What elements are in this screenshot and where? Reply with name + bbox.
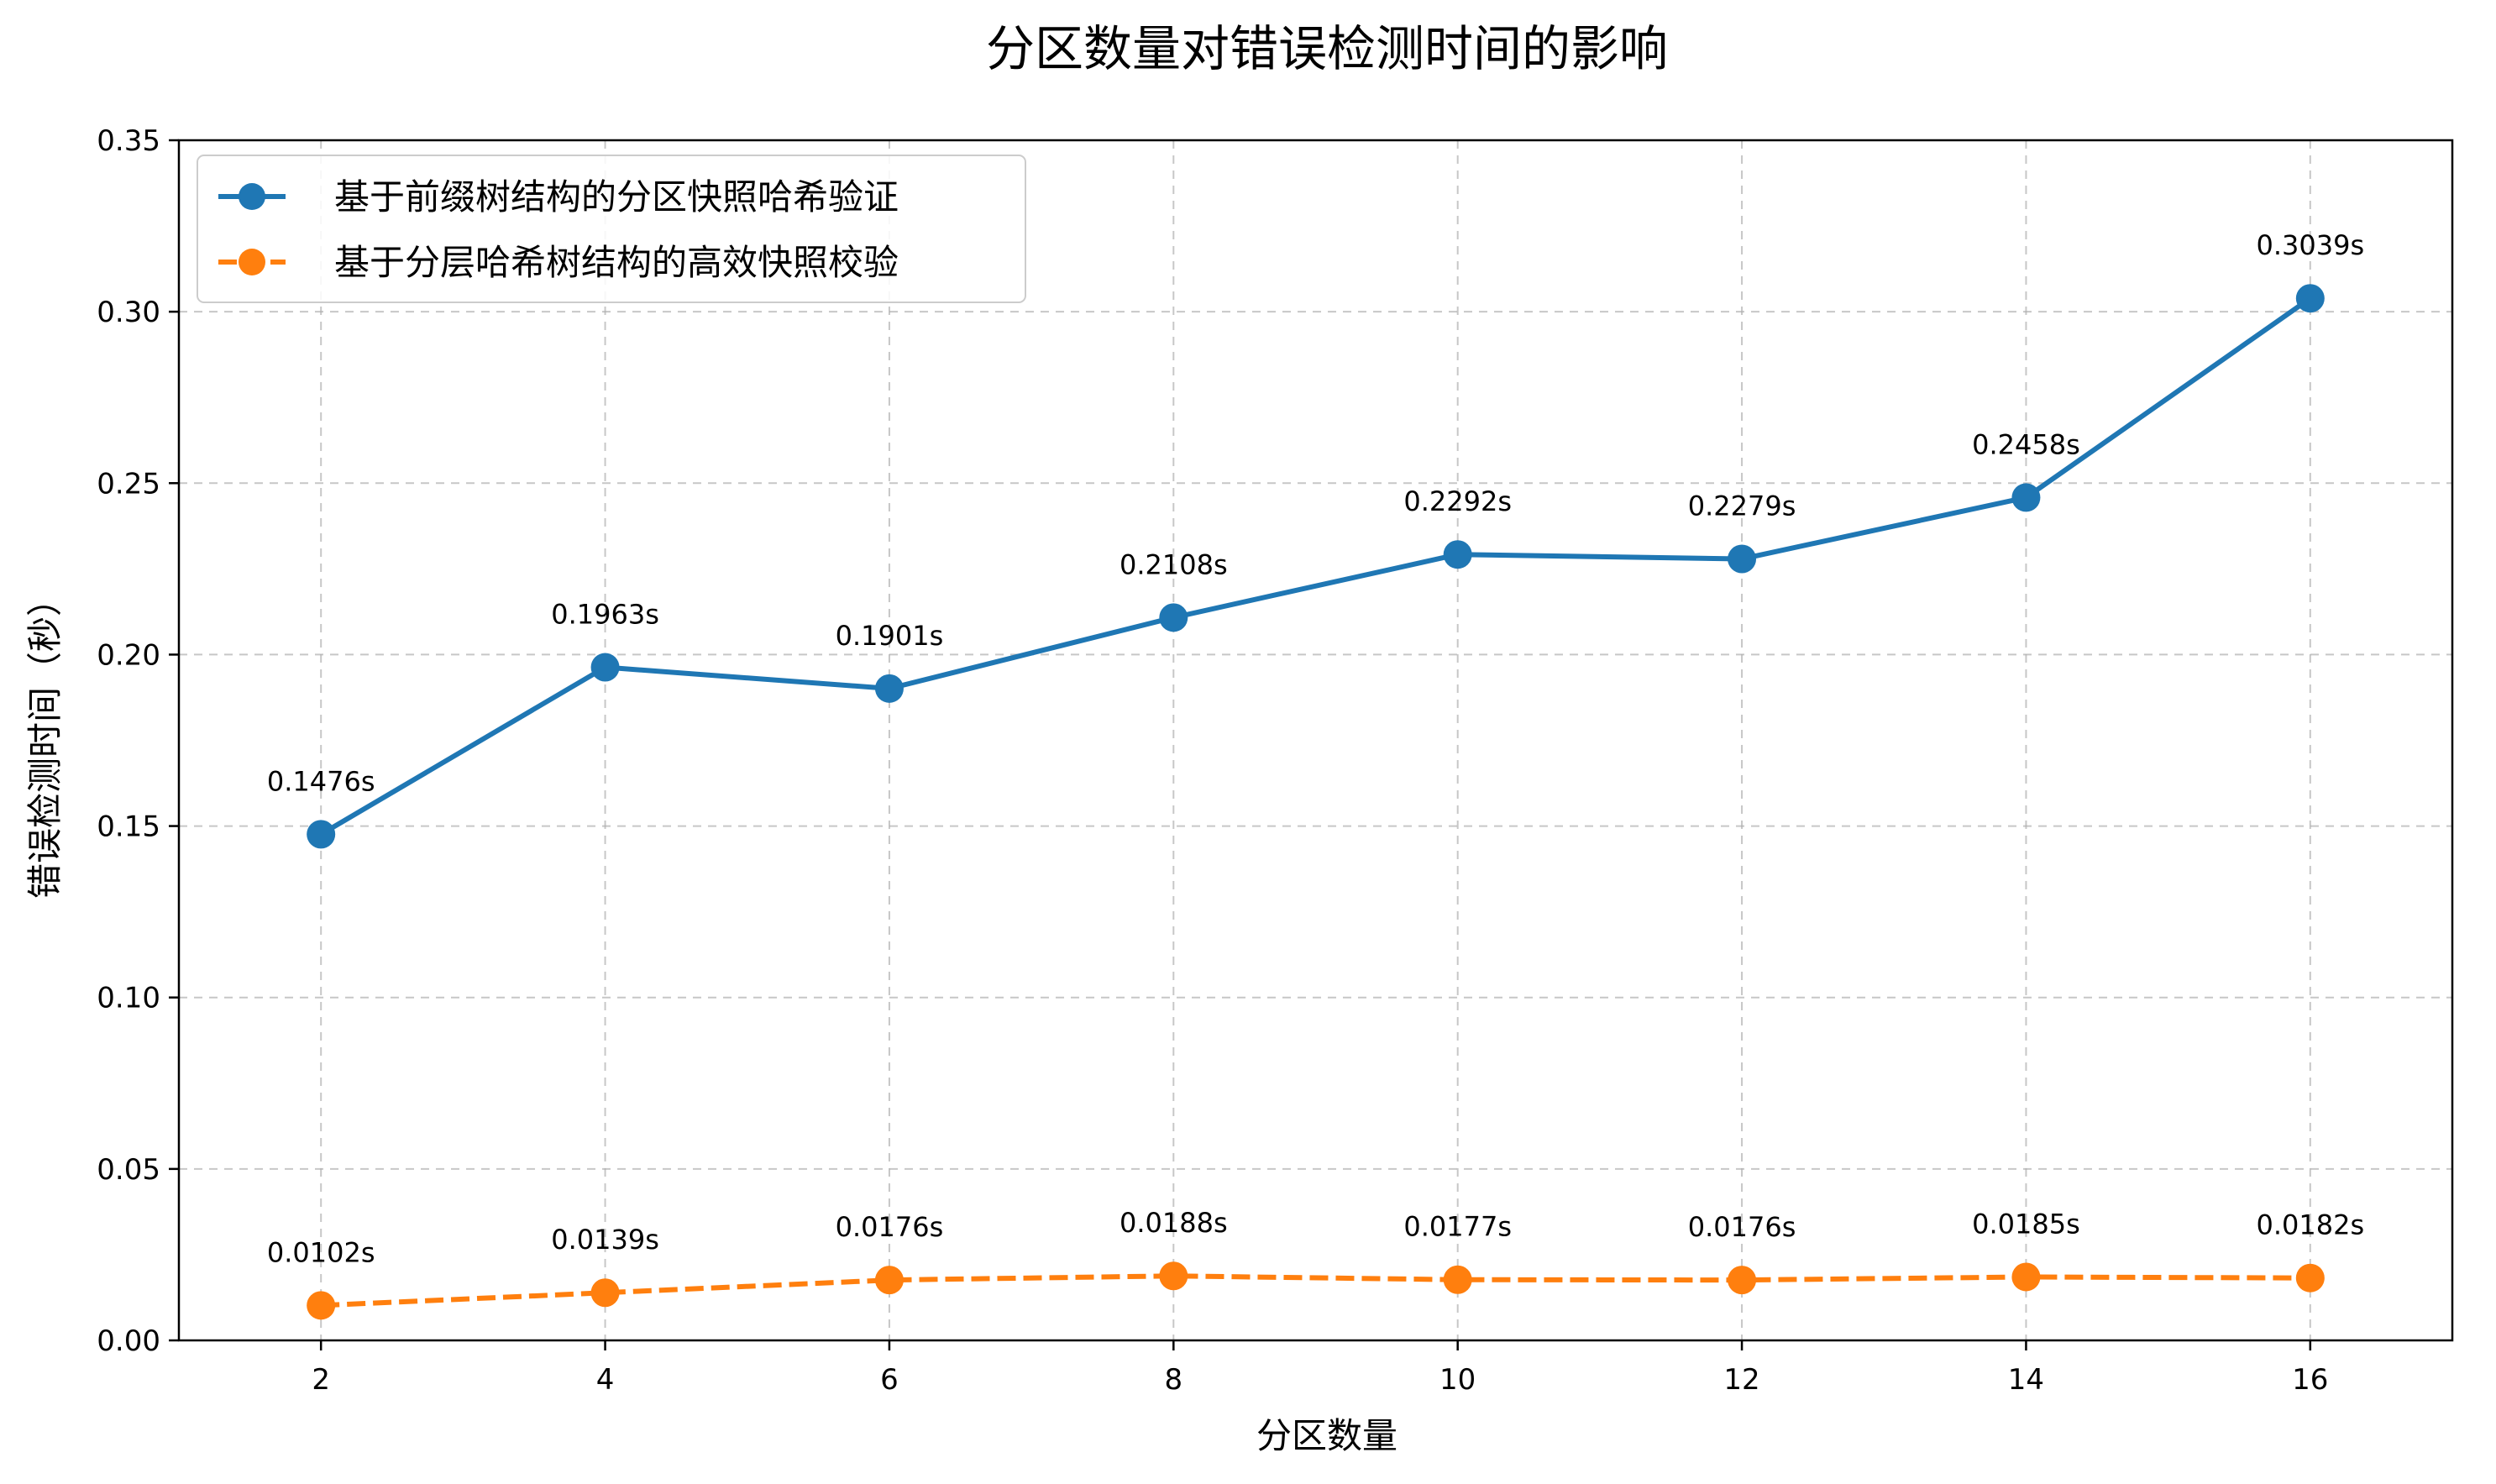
- y-tick-label: 0.05: [97, 1153, 160, 1187]
- y-tick-label: 0.30: [97, 296, 160, 329]
- y-tick-label: 0.20: [97, 638, 160, 672]
- y-tick-label: 0.15: [97, 810, 160, 844]
- x-tick-label: 8: [1164, 1363, 1182, 1397]
- data-label: 0.2458s: [1972, 428, 2080, 460]
- data-point: [1159, 1261, 1188, 1291]
- legend-label-series-1: 基于前缀树结构的分区快照哈希验证: [334, 176, 899, 218]
- data-point: [2011, 1262, 2041, 1292]
- plot-area-frame: [177, 139, 2454, 1342]
- data-label: 0.0182s: [2256, 1209, 2364, 1241]
- y-axis-ticks: 0.00 0.05 0.10 0.15 0.20 0.25 0.30 0.35: [97, 124, 179, 1358]
- grid-lines: [179, 140, 2452, 1340]
- data-point: [1728, 544, 1757, 574]
- data-label: 0.2292s: [1403, 485, 1512, 517]
- data-point: [590, 653, 620, 682]
- data-point: [307, 1291, 336, 1320]
- y-tick-label: 0.00: [97, 1324, 160, 1358]
- data-point: [874, 1266, 904, 1295]
- data-label: 0.0185s: [1972, 1208, 2080, 1240]
- data-label: 0.2279s: [1688, 490, 1796, 522]
- data-point: [1728, 1266, 1757, 1295]
- data-point: [874, 674, 904, 703]
- data-point: [590, 1278, 620, 1308]
- data-point: [1159, 603, 1188, 632]
- x-axis-ticks: 2 4 6 8 10 12 14 16: [312, 1340, 2328, 1397]
- data-label: 0.0176s: [1688, 1211, 1796, 1243]
- data-label: 0.1476s: [267, 765, 375, 797]
- y-tick-label: 0.10: [97, 982, 160, 1015]
- x-tick-label: 14: [2008, 1363, 2044, 1397]
- x-tick-label: 12: [1723, 1363, 1759, 1397]
- data-label: 0.1963s: [551, 599, 659, 631]
- data-label: 0.2108s: [1120, 548, 1228, 580]
- data-point: [2011, 483, 2041, 512]
- y-axis-label: 错误检测时间（秒）: [24, 581, 66, 899]
- x-axis-label: 分区数量: [1256, 1415, 1397, 1456]
- legend-marker-series-2: [239, 249, 265, 275]
- x-tick-label: 4: [596, 1363, 615, 1397]
- x-tick-label: 2: [312, 1363, 330, 1397]
- data-label: 0.1901s: [836, 620, 944, 652]
- chart-title: 分区数量对错误检测时间的影响: [986, 20, 1668, 77]
- data-labels: 0.1476s 0.1963s 0.1901s 0.2108s 0.2292s 0.227…: [267, 229, 2364, 1268]
- data-point: [1443, 540, 1472, 569]
- series-line-2: [321, 1273, 2310, 1308]
- series-line-1: [319, 296, 2312, 836]
- legend-box: [197, 155, 1026, 303]
- legend-marker-series-1: [239, 183, 265, 210]
- data-series: [307, 284, 2325, 1320]
- data-point: [2295, 284, 2325, 313]
- data-point: [307, 820, 336, 849]
- y-tick-label: 0.35: [97, 124, 160, 158]
- x-tick-label: 10: [1439, 1363, 1476, 1397]
- data-point: [2295, 1263, 2325, 1293]
- data-label: 0.0177s: [1403, 1211, 1512, 1243]
- y-tick-label: 0.25: [97, 467, 160, 501]
- legend: 基于前缀树结构的分区快照哈希验证 基于分层哈希树结构的高效快照校验: [197, 155, 1026, 303]
- data-label: 0.0102s: [267, 1236, 375, 1268]
- legend-label-series-2: 基于分层哈希树结构的高效快照校验: [334, 242, 899, 283]
- data-label: 0.0176s: [836, 1211, 944, 1243]
- data-label: 0.3039s: [2256, 229, 2364, 261]
- data-point: [1443, 1265, 1472, 1294]
- data-label: 0.0188s: [1120, 1207, 1228, 1239]
- x-tick-label: 6: [880, 1363, 899, 1397]
- x-tick-label: 16: [2292, 1363, 2328, 1397]
- data-label: 0.0139s: [551, 1224, 659, 1256]
